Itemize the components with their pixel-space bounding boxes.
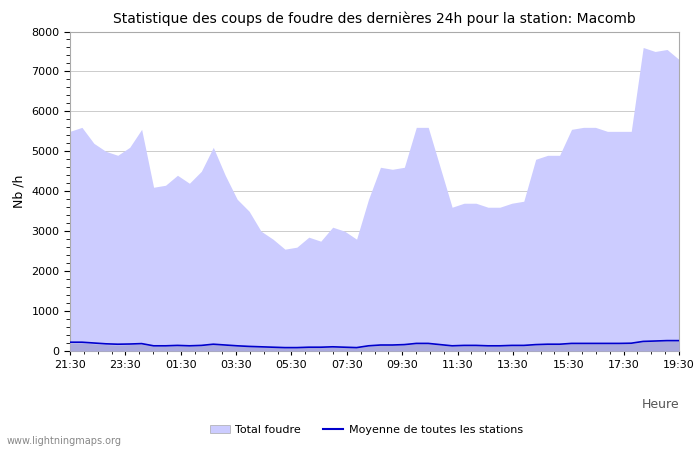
Text: www.lightningmaps.org: www.lightningmaps.org <box>7 436 122 446</box>
Title: Statistique des coups de foudre des dernières 24h pour la station: Macomb: Statistique des coups de foudre des dern… <box>113 12 636 26</box>
Y-axis label: Nb /h: Nb /h <box>13 175 26 208</box>
Text: Heure: Heure <box>641 398 679 411</box>
